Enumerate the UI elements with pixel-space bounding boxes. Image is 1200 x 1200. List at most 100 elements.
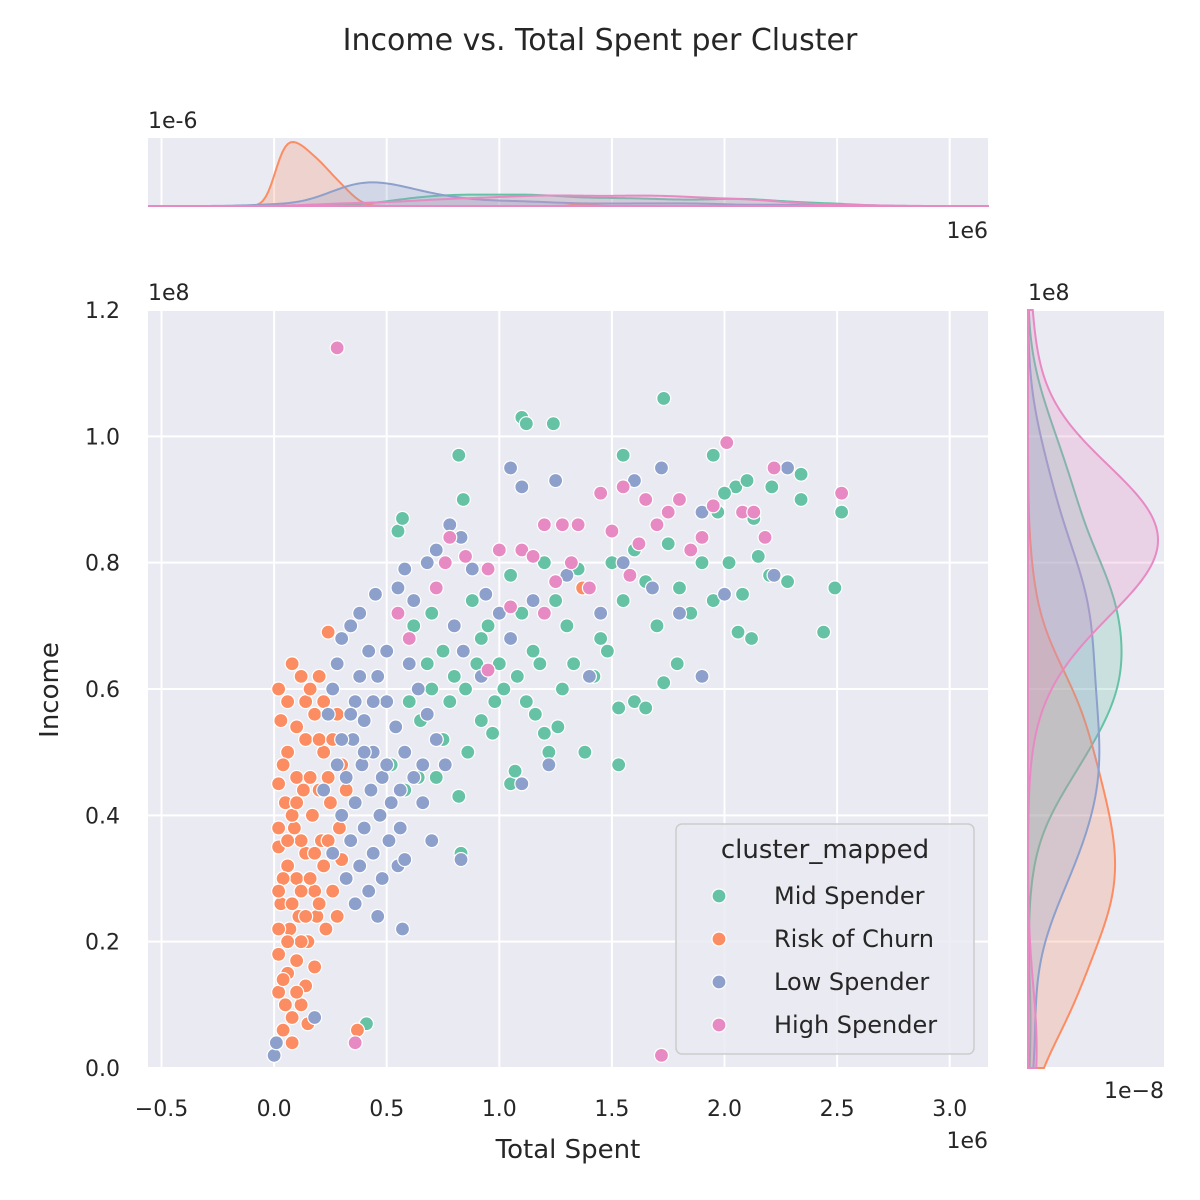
scatter-point (320, 706, 336, 722)
x-tick-label: 1.0 (482, 1097, 517, 1122)
scatter-point (352, 605, 368, 621)
top-marginal-kde (148, 140, 988, 207)
scatter-point (365, 845, 381, 861)
top-marginal-offset-label: 1e-6 (148, 109, 197, 134)
scatter-point (743, 630, 760, 647)
scatter-point (834, 504, 850, 520)
scatter-point (502, 567, 519, 583)
scatter-point (307, 845, 323, 861)
scatter-point (302, 870, 318, 887)
scatter-point (280, 694, 296, 710)
scatter-point (383, 795, 399, 811)
scatter-point (514, 605, 530, 621)
scatter-point (325, 681, 341, 697)
scatter-point (615, 592, 631, 609)
scatter-point (374, 870, 390, 887)
scatter-point (548, 574, 564, 590)
legend-label: Risk of Churn (774, 925, 934, 953)
scatter-point (705, 447, 721, 463)
scatter-point (451, 447, 467, 463)
scatter-point (730, 624, 746, 640)
scatter-point (460, 744, 476, 760)
scatter-point (349, 1022, 366, 1038)
scatter-point (694, 529, 710, 546)
scatter-points (266, 340, 850, 1063)
scatter-point (548, 592, 564, 609)
scatter-point (284, 807, 300, 823)
scatter-point (615, 479, 631, 495)
scatter-point (428, 580, 444, 596)
scatter-point (293, 832, 309, 849)
scatter-point (455, 643, 471, 659)
scatter-point (289, 984, 305, 1000)
scatter-point (694, 504, 710, 520)
scatter-point (307, 706, 323, 722)
legend-marker (711, 888, 727, 904)
scatter-point (347, 795, 363, 811)
scatter-point (343, 706, 359, 722)
scatter-point (779, 460, 796, 476)
y-tick-label: 0.6 (85, 678, 120, 703)
legend-label: Mid Spender (774, 882, 925, 910)
scatter-point (394, 510, 411, 527)
right-marginal-offset-label: 1e8 (1028, 281, 1070, 306)
scatter-point (374, 769, 390, 786)
scatter-point (320, 832, 336, 849)
scatter-point (289, 870, 305, 887)
scatter-point (779, 574, 796, 590)
scatter-point (338, 769, 354, 786)
top-marginal-panel: 1e-6 1e6 (148, 109, 988, 244)
scatter-point (271, 883, 287, 899)
right-marginal-kde-curve (1027, 309, 1101, 1069)
scatter-point (334, 807, 350, 823)
scatter-point (320, 624, 336, 640)
scatter-point (671, 491, 688, 508)
scatter-point (464, 592, 480, 609)
x-tick-labels: −0.5 0.0 0.5 1.0 1.5 2.0 2.5 3.0 (135, 1097, 967, 1122)
scatter-point (653, 1047, 670, 1063)
legend-title: cluster_mapped (721, 835, 929, 865)
scatter-point (550, 719, 566, 735)
scatter-point (793, 466, 809, 482)
scatter-point (390, 580, 406, 596)
scatter-point (284, 656, 300, 672)
scatter-point (302, 769, 318, 786)
scatter-point (311, 896, 327, 912)
scatter-point (694, 555, 710, 571)
scatter-point (611, 757, 627, 773)
scatter-point (284, 896, 300, 912)
scatter-point (365, 694, 381, 710)
scatter-point (766, 460, 782, 476)
scatter-point (356, 820, 372, 836)
scatter-point (457, 681, 474, 697)
scatter-point (307, 883, 323, 899)
scatter-point (437, 757, 453, 773)
scatter-point (491, 605, 507, 621)
scatter-point (280, 832, 296, 849)
scatter-point (356, 744, 372, 760)
scatter-point (525, 592, 541, 609)
x-tick-label: −0.5 (135, 1097, 188, 1122)
scatter-point (719, 435, 735, 451)
scatter-point (683, 542, 699, 558)
scatter-point (442, 517, 458, 533)
x-offset-label: 1e6 (946, 1129, 988, 1154)
scatter-point (356, 712, 372, 729)
scatter-point (581, 668, 597, 684)
scatter-point (721, 555, 737, 571)
scatter-point (367, 586, 384, 602)
scatter-point (480, 561, 496, 577)
scatter-point (388, 719, 404, 735)
scatter-point (293, 668, 309, 684)
scatter-point (280, 858, 296, 874)
scatter-point (527, 706, 543, 722)
scatter-point (280, 744, 296, 760)
scatter-point (554, 517, 570, 533)
scatter-point (343, 832, 359, 849)
scatter-point (352, 858, 368, 874)
y-tick-label: 0.0 (85, 1057, 120, 1082)
scatter-point (671, 605, 688, 621)
scatter-point (424, 832, 440, 849)
x-tick-label: 1.5 (594, 1097, 629, 1122)
